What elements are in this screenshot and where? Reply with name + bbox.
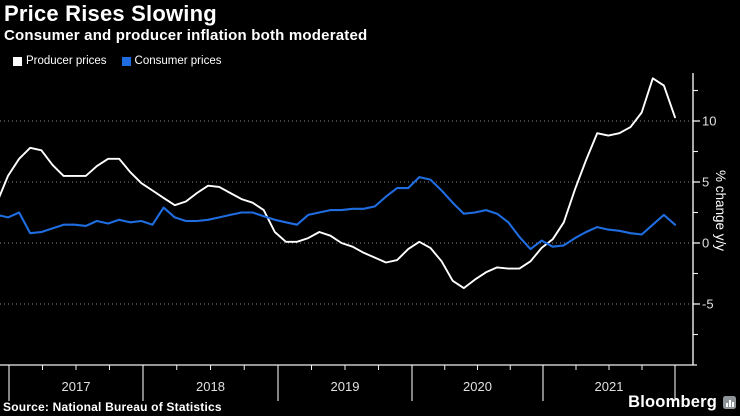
producer-prices-swatch-icon [13,56,22,66]
bloomberg-logo: Bloomberg [628,393,717,411]
bloomberg-bar-chart-icon [723,396,736,409]
y-tick-label-10: 10 [702,114,716,129]
legend-label-consumer-prices: Consumer prices [134,55,222,67]
y-tick-label-5: 5 [702,175,709,190]
legend-label-producer-prices: Producer prices [26,55,107,67]
y-tick-label-0: 0 [702,236,709,251]
consumer-prices-line [0,176,677,251]
legend-item-consumer-prices: Consumer prices [121,55,222,67]
page-subtitle: Consumer and producer inflation both mod… [4,27,368,44]
y-axis-title: % change y/y [713,170,728,252]
chart-legend: Producer prices Consumer prices [13,55,221,67]
x-tick-label-2020: 2020 [463,379,492,394]
chart-root: 10 5 0 -5 2017 2018 2019 2020 2021 [0,73,716,401]
page-title: Price Rises Slowing [4,1,217,26]
legend-item-producer-prices: Producer prices [13,55,107,67]
x-tick-label-2017: 2017 [62,379,91,394]
source-note: Source: National Bureau of Statistics [3,400,222,414]
bloomberg-brand: Bloomberg [628,393,736,412]
y-tick-label--5: -5 [702,297,714,312]
x-tick-label-2018: 2018 [196,379,225,394]
x-tick-label-2019: 2019 [331,379,360,394]
consumer-prices-swatch-icon [121,56,131,66]
x-tick-label-2021: 2021 [595,379,624,394]
producer-prices-line [0,77,676,290]
